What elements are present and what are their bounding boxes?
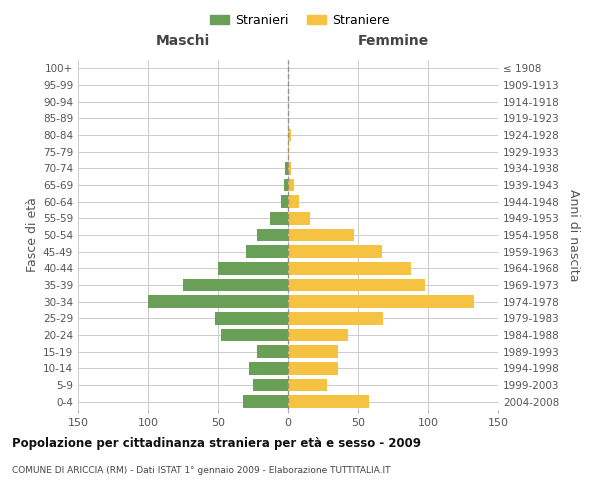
Y-axis label: Fasce di età: Fasce di età (26, 198, 39, 272)
Bar (288, 396, 369, 408)
Bar (288, 246, 382, 258)
Bar (285, 162, 288, 174)
Bar (288, 162, 291, 174)
Bar (288, 262, 411, 274)
Bar (253, 379, 288, 391)
Legend: Stranieri, Straniere: Stranieri, Straniere (205, 8, 395, 32)
Bar (288, 379, 327, 391)
Bar (218, 262, 288, 274)
Bar (270, 212, 288, 224)
Bar (148, 296, 288, 308)
Bar (281, 196, 288, 208)
Bar (288, 346, 338, 358)
Bar (257, 229, 288, 241)
Bar (288, 212, 310, 224)
Bar (288, 279, 425, 291)
Bar (246, 246, 288, 258)
Bar (288, 296, 474, 308)
Bar (183, 279, 288, 291)
Text: Maschi: Maschi (156, 34, 210, 48)
Y-axis label: Anni di nascita: Anni di nascita (566, 188, 580, 281)
Bar (243, 396, 288, 408)
Bar (288, 196, 299, 208)
Bar (288, 129, 291, 141)
Bar (288, 146, 289, 158)
Bar (221, 329, 288, 341)
Text: Popolazione per cittadinanza straniera per età e sesso - 2009: Popolazione per cittadinanza straniera p… (12, 438, 421, 450)
Bar (215, 312, 288, 324)
Bar (288, 362, 338, 374)
Text: Femmine: Femmine (358, 34, 428, 48)
Bar (288, 329, 348, 341)
Bar (288, 229, 354, 241)
Bar (257, 346, 288, 358)
Bar (284, 179, 288, 192)
Bar (288, 312, 383, 324)
Text: COMUNE DI ARICCIA (RM) - Dati ISTAT 1° gennaio 2009 - Elaborazione TUTTITALIA.IT: COMUNE DI ARICCIA (RM) - Dati ISTAT 1° g… (12, 466, 391, 475)
Bar (249, 362, 288, 374)
Bar (288, 179, 293, 192)
